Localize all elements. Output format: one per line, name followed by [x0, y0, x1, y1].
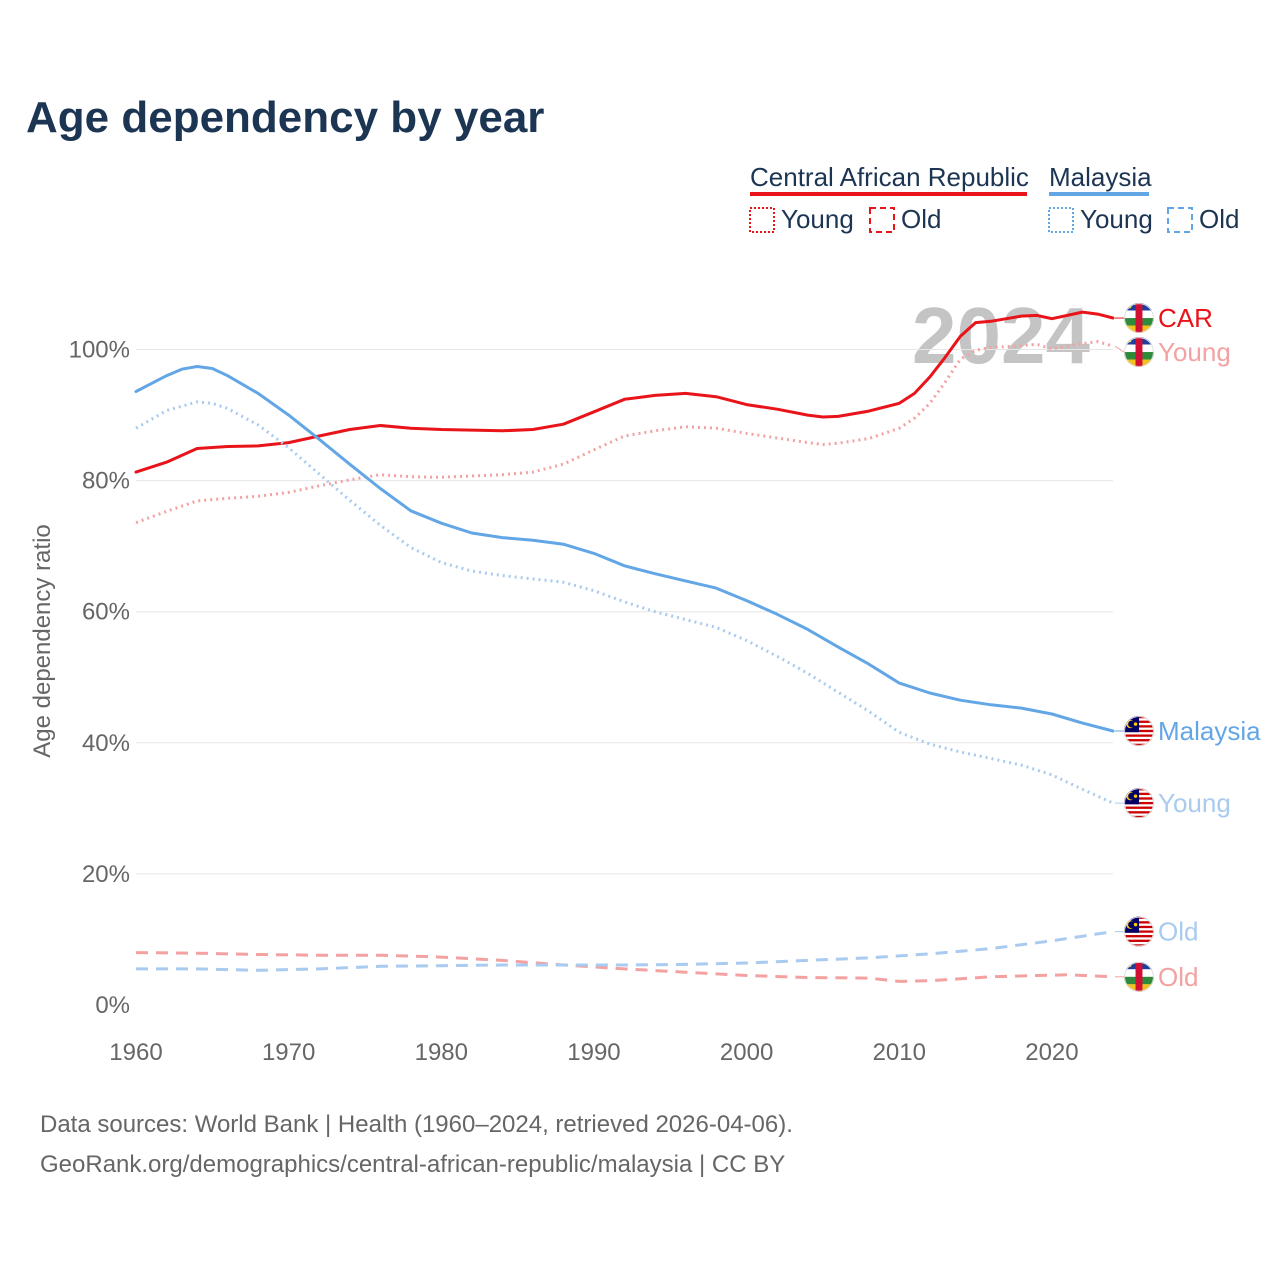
car-flag-icon: [1124, 337, 1154, 367]
end-label-mys-total: Malaysia: [1158, 716, 1261, 746]
legend-country-car: Central African Republic: [750, 162, 1029, 192]
x-tick-label: 2010: [873, 1039, 926, 1066]
series-line-mys-old: [136, 930, 1114, 972]
end-label-connector: [1114, 345, 1125, 353]
y-tick-label: 40%: [82, 730, 130, 757]
car-flag-icon: [1124, 962, 1154, 992]
series-line-car-total: [134, 310, 1115, 474]
legend-label-car-young: Young: [781, 204, 854, 234]
y-tick-label: 20%: [82, 861, 130, 888]
series-line-mys-total: [134, 365, 1115, 733]
end-label-mys-young: Young: [1158, 788, 1231, 818]
year-watermark: 2024: [912, 291, 1090, 380]
end-label-car-total: CAR: [1158, 303, 1213, 333]
legend-swatch-malaysia-young: [1048, 207, 1074, 233]
footer-source: Data sources: World Bank | Health (1960–…: [40, 1111, 793, 1138]
car-flag-icon: [1124, 303, 1154, 333]
x-axis-ticks: 1960 1970 1980 1990 2000 2010 2020: [109, 1039, 1078, 1066]
end-label-car-young: Young: [1158, 337, 1231, 367]
malaysia-flag-icon: [1124, 788, 1154, 818]
legend-swatch-malaysia-old: [1167, 207, 1193, 233]
end-label-car-old: Old: [1158, 962, 1198, 992]
legend: Central African Republic Malaysia Young …: [749, 162, 1239, 234]
series-line-car-old: [135, 951, 1114, 983]
footer-url: GeoRank.org/demographics/central-african…: [40, 1151, 785, 1178]
legend-country-malaysia: Malaysia: [1049, 162, 1152, 192]
y-tick-label: 60%: [82, 599, 130, 626]
legend-swatch-car-young: [749, 207, 775, 233]
series-lines: [134, 310, 1115, 983]
series-line-mys-young: [135, 400, 1114, 805]
x-tick-label: 1970: [262, 1039, 315, 1066]
y-tick-label: 80%: [82, 468, 130, 495]
x-tick-label: 2000: [720, 1039, 773, 1066]
legend-underline-malaysia: [1049, 192, 1149, 196]
x-tick-label: 1990: [567, 1039, 620, 1066]
x-tick-label: 1960: [109, 1039, 162, 1066]
end-label-mys-old: Old: [1158, 917, 1198, 947]
legend-label-car-old: Old: [901, 204, 941, 234]
x-tick-label: 2020: [1025, 1039, 1078, 1066]
grid: [136, 349, 1113, 875]
y-axis-ticks: 0% 20% 40% 60% 80% 100%: [69, 337, 130, 1020]
y-tick-label: 0%: [95, 992, 130, 1019]
legend-label-malaysia-old: Old: [1199, 204, 1239, 234]
legend-underline-car: [750, 192, 1027, 196]
y-tick-label: 100%: [69, 337, 130, 364]
y-axis-title: Age dependency ratio: [29, 524, 56, 758]
malaysia-flag-icon: [1124, 917, 1154, 947]
legend-swatch-car-old: [869, 207, 895, 233]
chart-title: Age dependency by year: [26, 93, 544, 142]
x-tick-label: 1980: [415, 1039, 468, 1066]
end-labels: CAR Young Malaysia Young Old Old: [1114, 303, 1261, 992]
malaysia-flag-icon: [1124, 716, 1154, 746]
legend-label-malaysia-young: Young: [1080, 204, 1153, 234]
series-line-car-young: [135, 340, 1114, 525]
